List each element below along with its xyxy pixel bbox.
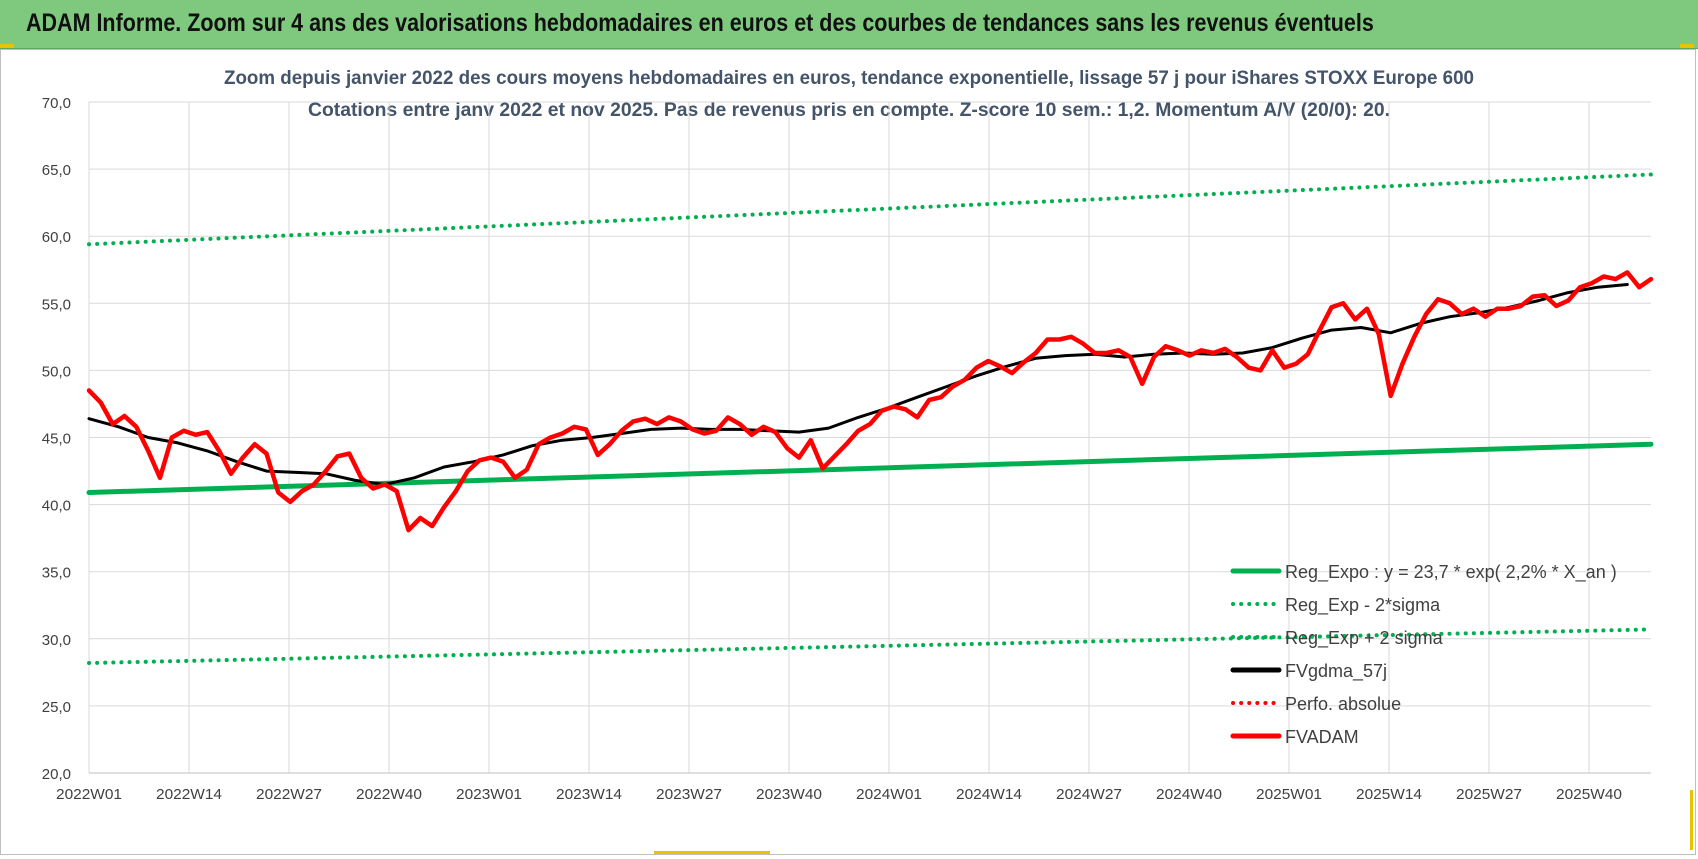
y-axis-ticks: 70,0 65,0 60,0 55,0 50,0 45,0 40,0 35,0 30,0 25,0… — [42, 95, 71, 783]
banner-title: ADAM Informe. Zoom sur 4 ans des valoris… — [26, 9, 1374, 37]
legend: Reg_Expo : y = 23,7 * exp( 2,2% * X_an )… — [1230, 562, 1617, 747]
frame-accent — [1690, 790, 1693, 850]
series-line-5 — [86, 270, 1654, 533]
x-tick-label: 2024W01 — [856, 786, 922, 803]
x-tick-label: 2024W27 — [1056, 786, 1122, 803]
x-tick-label: 2025W40 — [1556, 786, 1622, 803]
x-tick-label: 2023W14 — [556, 786, 622, 803]
chart-frame: Zoom depuis janvier 2022 des cours moyen… — [0, 49, 1696, 855]
legend-label: FVADAM — [1285, 727, 1359, 747]
y-tick-label: 35,0 — [42, 565, 71, 582]
x-axis-ticks: 2022W01 2022W14 2022W27 2022W40 2023W01 2023W… — [56, 786, 1622, 803]
series-line-2 — [87, 172, 1653, 247]
series-line-3 — [87, 283, 1629, 486]
y-tick-label: 20,0 — [42, 766, 71, 783]
chart-subtitle: Cotations entre janv 2022 et nov 2025. P… — [308, 100, 1390, 121]
frame-accent — [1680, 44, 1694, 48]
x-tick-label: 2025W01 — [1256, 786, 1322, 803]
x-tick-label: 2023W40 — [756, 786, 822, 803]
y-tick-label: 65,0 — [42, 162, 71, 179]
y-tick-label: 55,0 — [42, 296, 71, 313]
series-line-0 — [86, 441, 1654, 495]
legend-label: FVgdma_57j — [1285, 661, 1387, 682]
x-tick-label: 2024W14 — [956, 786, 1022, 803]
x-tick-label: 2023W27 — [656, 786, 722, 803]
y-tick-label: 70,0 — [42, 95, 71, 112]
series-group — [86, 172, 1654, 665]
x-tick-label: 2025W14 — [1356, 786, 1422, 803]
legend-label: Perfo. absolue — [1285, 694, 1401, 714]
series-line-1 — [87, 627, 1653, 665]
title-banner: ADAM Informe. Zoom sur 4 ans des valoris… — [0, 0, 1698, 49]
y-tick-label: 50,0 — [42, 363, 71, 380]
x-tick-label: 2022W14 — [156, 786, 222, 803]
line-chart: Zoom depuis janvier 2022 des cours moyen… — [42, 68, 1654, 803]
y-tick-label: 30,0 — [42, 632, 71, 649]
x-tick-label: 2022W40 — [356, 786, 422, 803]
x-tick-label: 2025W27 — [1456, 786, 1522, 803]
legend-label: Reg_Exp + 2 sigma — [1285, 628, 1444, 649]
x-tick-label: 2024W40 — [1156, 786, 1222, 803]
x-tick-label: 2022W27 — [256, 786, 322, 803]
x-tick-label: 2022W01 — [56, 786, 122, 803]
chart-title: Zoom depuis janvier 2022 des cours moyen… — [224, 68, 1474, 89]
grid — [88, 101, 1651, 774]
y-tick-label: 40,0 — [42, 498, 71, 515]
legend-label: Reg_Exp - 2*sigma — [1285, 595, 1441, 616]
y-tick-label: 45,0 — [42, 431, 71, 448]
frame-accent — [0, 44, 14, 48]
y-tick-label: 60,0 — [42, 229, 71, 246]
legend-label: Reg_Expo : y = 23,7 * exp( 2,2% * X_an ) — [1285, 562, 1617, 583]
frame-accent — [654, 851, 770, 854]
x-tick-label: 2023W01 — [456, 786, 522, 803]
y-tick-label: 25,0 — [42, 699, 71, 716]
